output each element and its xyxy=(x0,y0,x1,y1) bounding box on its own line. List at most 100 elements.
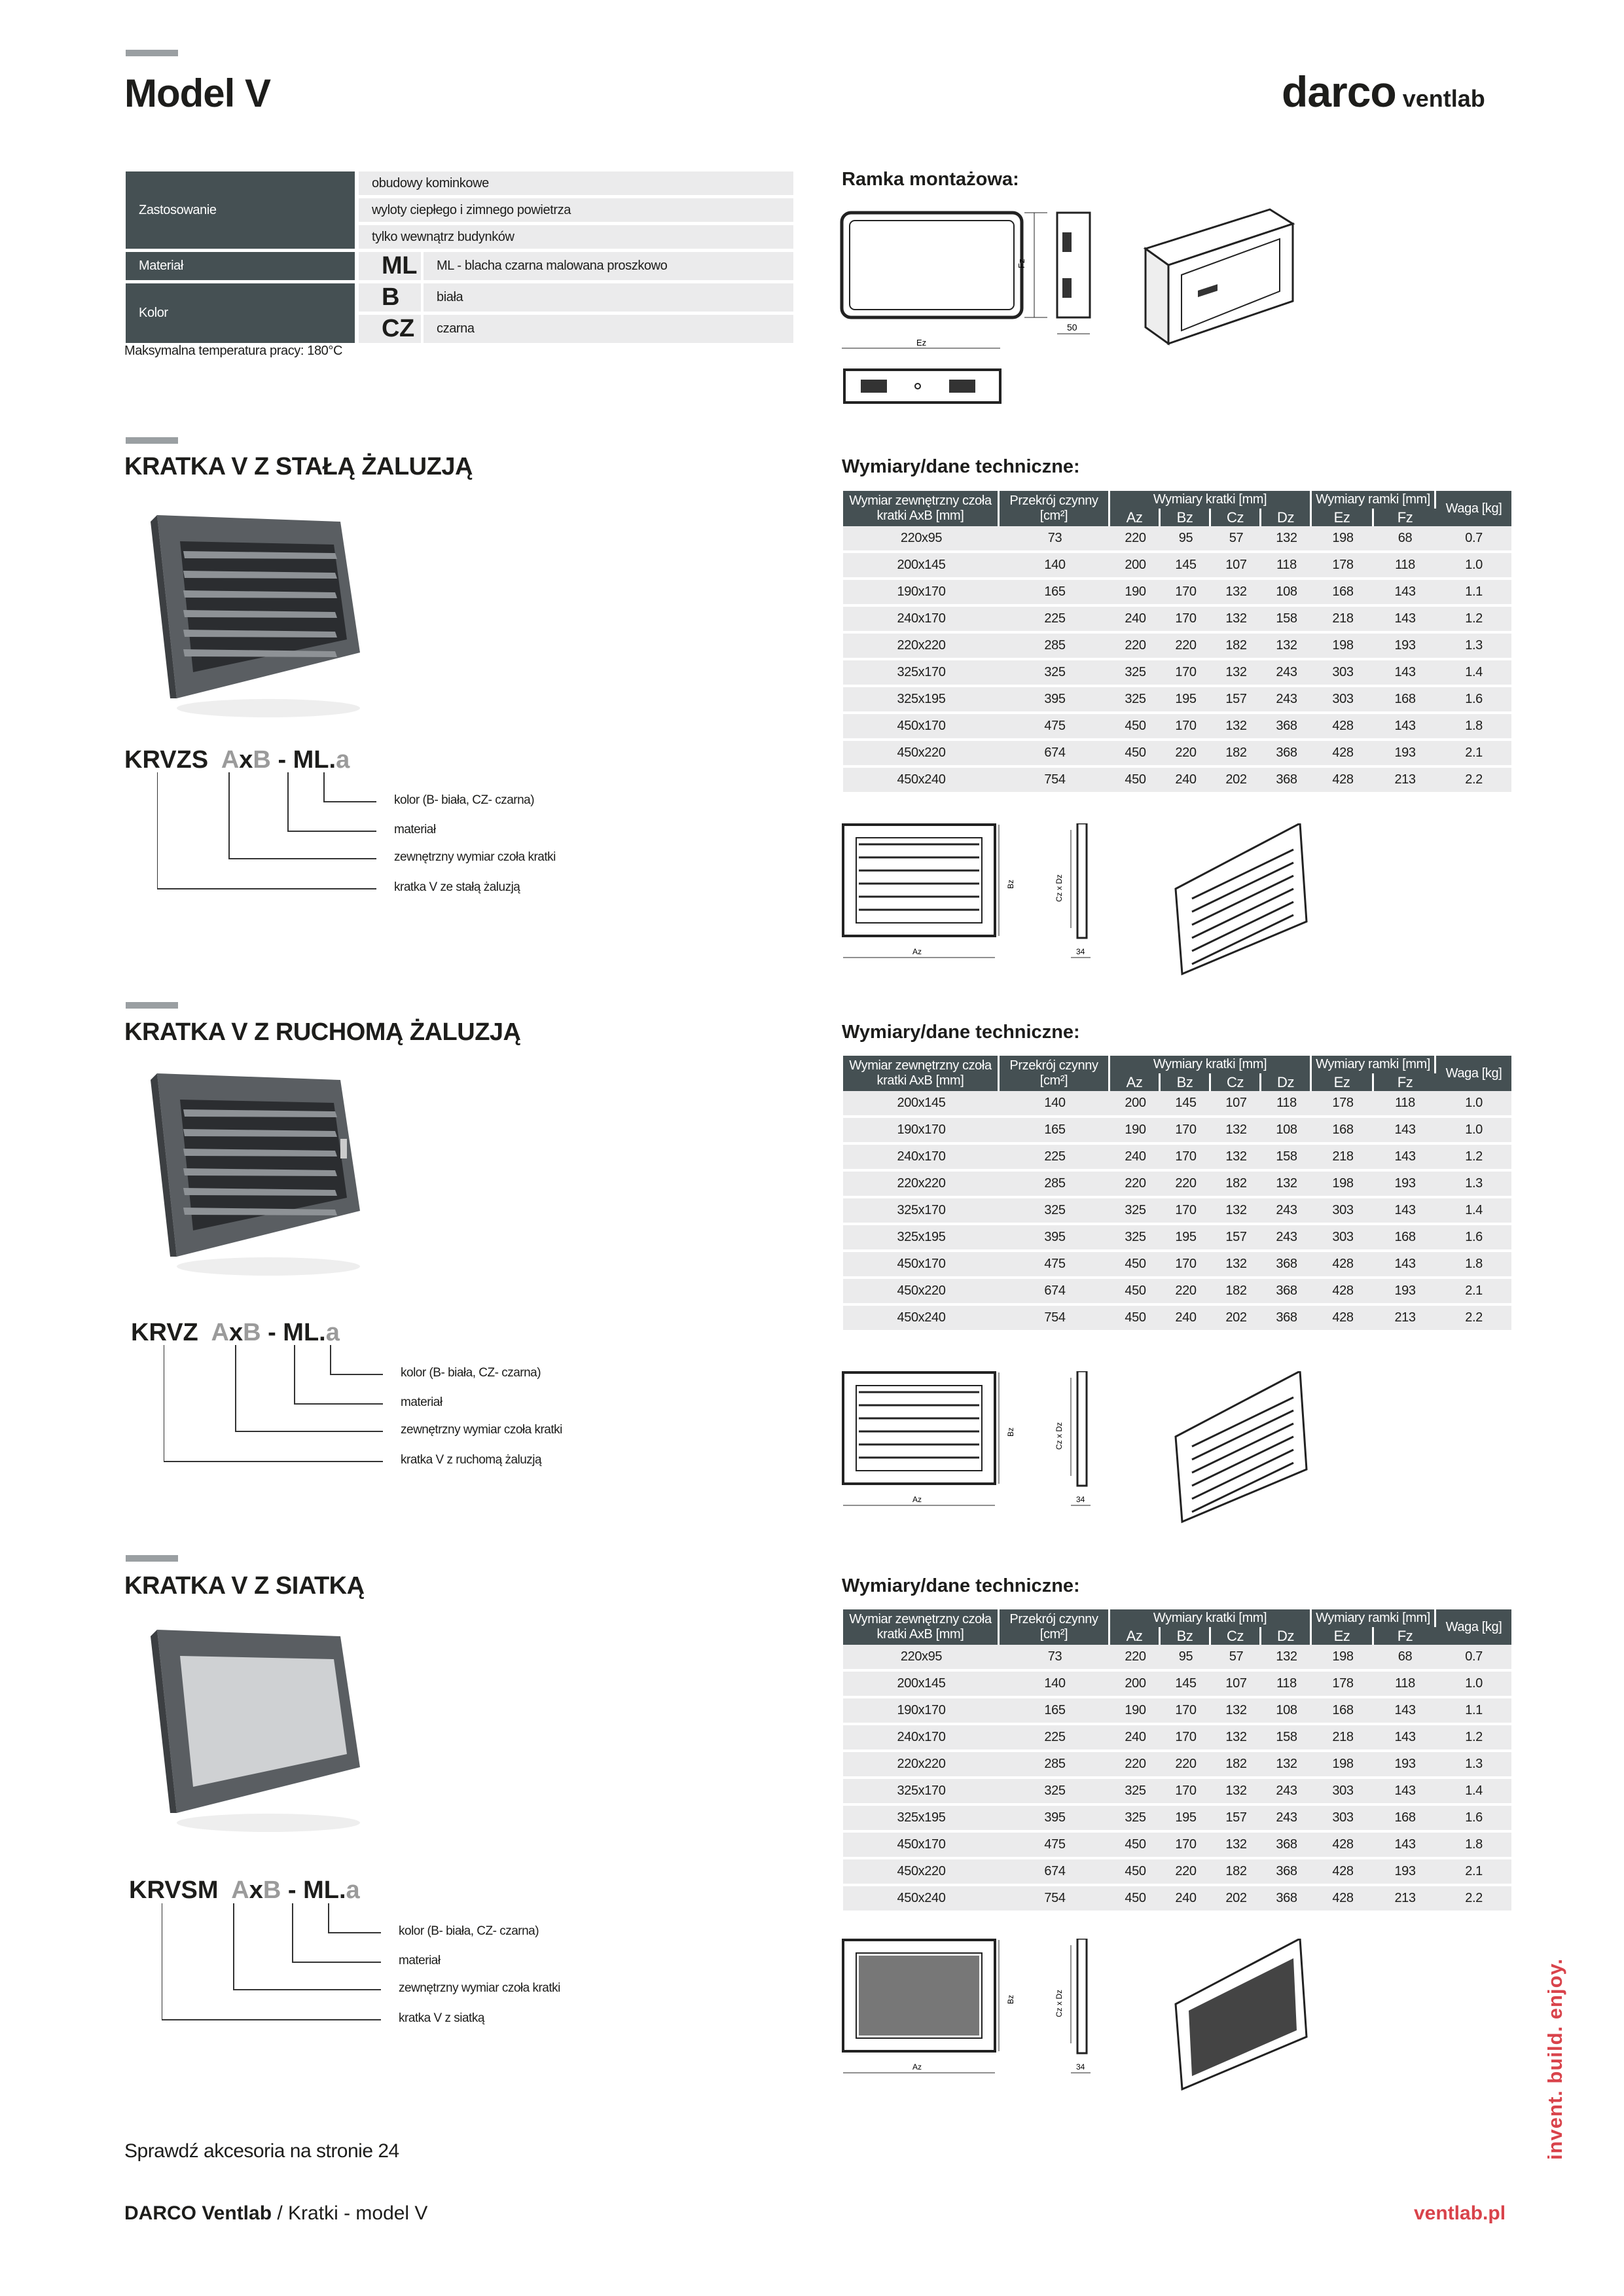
table-cell: 428 xyxy=(1312,1833,1375,1859)
table-cell: 170 xyxy=(1161,714,1211,741)
table-cell: 178 xyxy=(1312,1672,1375,1698)
table-cell: 165 xyxy=(1000,580,1110,607)
table-cell: 178 xyxy=(1312,553,1375,580)
table-cell: 145 xyxy=(1161,1672,1211,1698)
table-cell: 190 xyxy=(1110,1698,1161,1725)
table-cell: 190x170 xyxy=(843,1118,1000,1145)
table-cell: 450 xyxy=(1110,1306,1161,1333)
footer-url[interactable]: ventlab.pl xyxy=(1414,2202,1506,2224)
header-sub: Ez xyxy=(1312,509,1375,526)
code-material: - ML. xyxy=(268,1319,326,1346)
dim-ez: Ez xyxy=(916,338,926,348)
table-cell: 1.6 xyxy=(1436,1225,1512,1252)
page-title: Model V xyxy=(124,71,271,115)
table-cell: 158 xyxy=(1261,607,1312,634)
data-table: Wymiar zewnętrzny czoła kratki AxB [mm] … xyxy=(843,1609,1512,1913)
table-cell: 220 xyxy=(1110,634,1161,660)
header-dimension: Wymiar zewnętrzny czoła kratki AxB [mm] xyxy=(843,1056,1000,1091)
table-row: 450x220 674 450 220 182 368 428 193 2.1 xyxy=(843,741,1512,768)
table-row: 190x170 165 190 170 132 108 168 143 1.1 xyxy=(843,1698,1512,1725)
table-cell: 193 xyxy=(1374,634,1437,660)
decorative-bar xyxy=(126,437,178,444)
table-cell: 1.2 xyxy=(1436,607,1512,634)
table-cell: 240 xyxy=(1110,607,1161,634)
code-a: A xyxy=(211,1319,229,1346)
table-row: 240x170 225 240 170 132 158 218 143 1.2 xyxy=(843,1145,1512,1172)
footer-path: / Kratki - model V xyxy=(277,2202,428,2224)
table-cell: 132 xyxy=(1211,1118,1261,1145)
product-photo xyxy=(151,1630,360,1832)
dim-depth: 34 xyxy=(1076,1495,1085,1504)
table-cell: 220x95 xyxy=(843,526,1000,553)
table-cell: 132 xyxy=(1211,1833,1261,1859)
table-cell: 220 xyxy=(1161,634,1211,660)
table-cell: 220x95 xyxy=(843,1645,1000,1672)
table-cell: 240 xyxy=(1161,768,1211,795)
table-cell: 68 xyxy=(1374,526,1437,553)
table-cell: 1.8 xyxy=(1436,1252,1512,1279)
accessories-note[interactable]: Sprawdź akcesoria na stronie 24 xyxy=(124,2140,399,2162)
table-cell: 368 xyxy=(1261,768,1312,795)
section-title: KRATKA V Z STAŁĄ ŻALUZJĄ xyxy=(124,453,473,480)
table-cell: 132 xyxy=(1211,660,1261,687)
table-row: 450x240 754 450 240 202 368 428 213 2.2 xyxy=(843,768,1512,795)
table-cell: 325x195 xyxy=(843,1806,1000,1833)
code-prefix: KRVZS xyxy=(124,746,209,774)
header-sub: Bz xyxy=(1161,509,1211,526)
table-cell: 132 xyxy=(1211,1725,1261,1752)
table-cell: 450x220 xyxy=(843,741,1000,768)
table-cell: 132 xyxy=(1261,1752,1312,1779)
table-cell: 1.0 xyxy=(1436,1118,1512,1145)
header-weight: Waga [kg] xyxy=(1436,1609,1512,1645)
table-row: 220x220 285 220 220 182 132 198 193 1.3 xyxy=(843,1752,1512,1779)
table-cell: 368 xyxy=(1261,1279,1312,1306)
table-cell: 325x195 xyxy=(843,687,1000,714)
product-photo xyxy=(151,1073,360,1276)
table-cell: 428 xyxy=(1312,1279,1375,1306)
table-cell: 132 xyxy=(1211,1198,1261,1225)
table-cell: 143 xyxy=(1374,1698,1437,1725)
header-grille-dims: Wymiary kratki [mm] xyxy=(1110,1609,1312,1627)
footer-brand: DARCO Ventlab xyxy=(124,2202,272,2224)
table-cell: 0.7 xyxy=(1436,1645,1512,1672)
dim-czdz: Cz x Dz xyxy=(1055,874,1064,902)
table-cell: 325x170 xyxy=(843,1779,1000,1806)
header-grille-dims: Wymiary kratki [mm] xyxy=(1110,1056,1312,1073)
table-cell: 168 xyxy=(1312,580,1375,607)
table-cell: 198 xyxy=(1312,1172,1375,1198)
table-cell: 200 xyxy=(1110,1672,1161,1698)
table-cell: 108 xyxy=(1261,580,1312,607)
table-cell: 132 xyxy=(1211,607,1261,634)
table-cell: 213 xyxy=(1374,1886,1437,1913)
table-cell: 158 xyxy=(1261,1725,1312,1752)
table-cell: 1.6 xyxy=(1436,1806,1512,1833)
table-cell: 754 xyxy=(1000,768,1110,795)
table-cell: 202 xyxy=(1211,1306,1261,1333)
table-cell: 325x170 xyxy=(843,1198,1000,1225)
spec-value: tylko wewnątrz budynków xyxy=(359,225,793,252)
table-cell: 73 xyxy=(1000,1645,1110,1672)
table-cell: 200x145 xyxy=(843,1672,1000,1698)
table-cell: 193 xyxy=(1374,741,1437,768)
table-cell: 303 xyxy=(1312,687,1375,714)
table-cell: 1.8 xyxy=(1436,714,1512,741)
table-cell: 132 xyxy=(1211,1698,1261,1725)
table-cell: 218 xyxy=(1312,1145,1375,1172)
dim-az: Az xyxy=(912,947,922,956)
frame-drawing: Fz 50 Ez xyxy=(840,208,1295,404)
legend-connectors xyxy=(157,772,376,889)
table-cell: 198 xyxy=(1312,1752,1375,1779)
table-cell: 182 xyxy=(1211,1859,1261,1886)
table-cell: 225 xyxy=(1000,1145,1110,1172)
table-cell: 428 xyxy=(1312,741,1375,768)
table-cell: 68 xyxy=(1374,1645,1437,1672)
decorative-bar xyxy=(126,1555,178,1562)
table-cell: 240 xyxy=(1110,1145,1161,1172)
table-cell: 240x170 xyxy=(843,1145,1000,1172)
table-row: 450x240 754 450 240 202 368 428 213 2.2 xyxy=(843,1886,1512,1913)
table-cell: 168 xyxy=(1374,1806,1437,1833)
table-cell: 132 xyxy=(1261,526,1312,553)
table-cell: 198 xyxy=(1312,526,1375,553)
table-cell: 450 xyxy=(1110,1833,1161,1859)
table-cell: 145 xyxy=(1161,1091,1211,1118)
